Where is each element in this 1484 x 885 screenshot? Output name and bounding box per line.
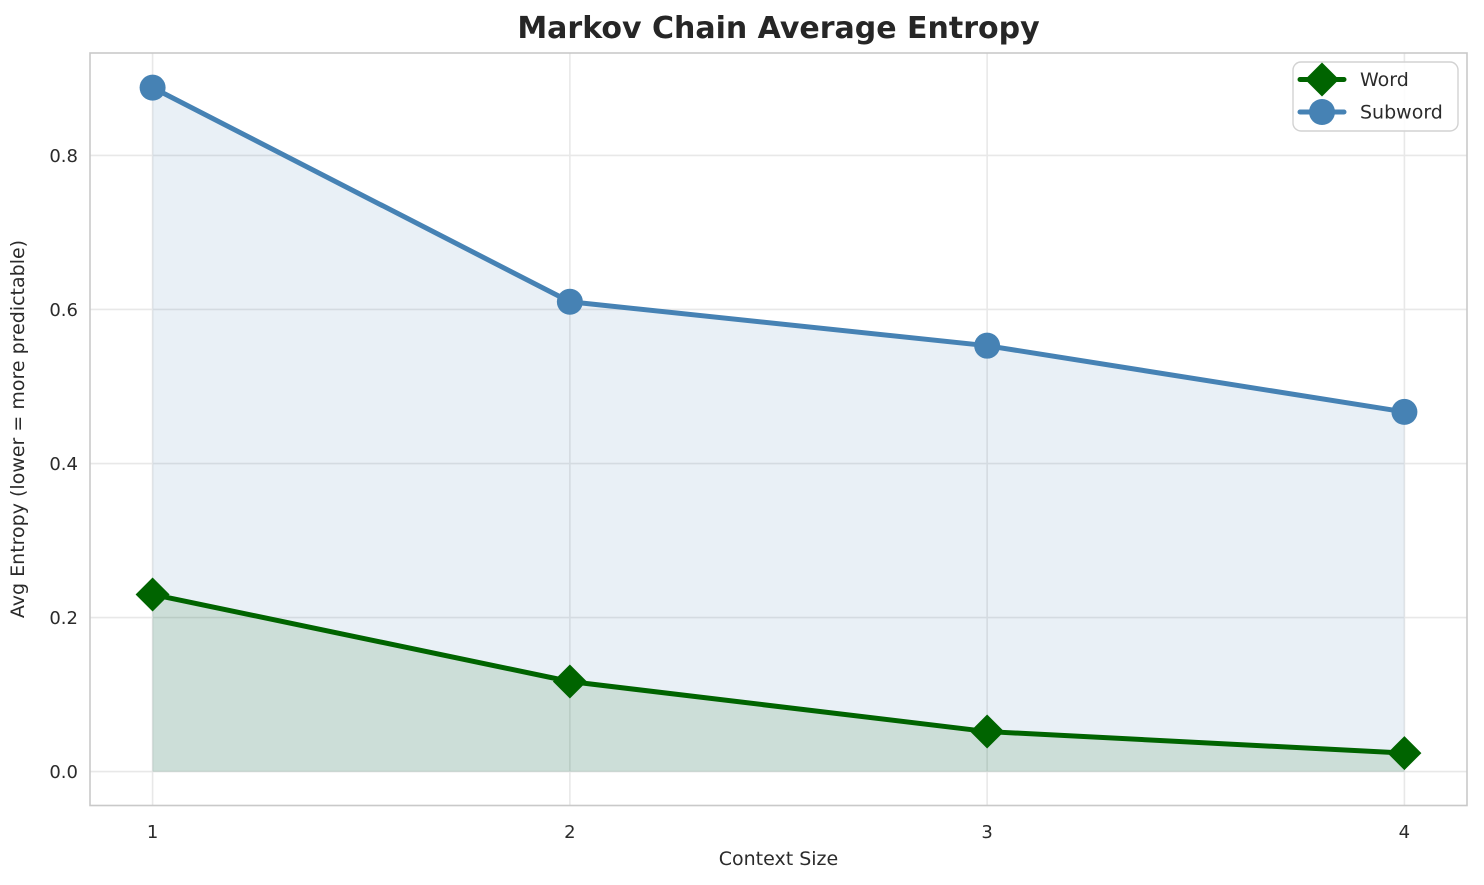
legend-label-subword: Subword — [1360, 102, 1443, 124]
y-tick-0.6: 0.6 — [49, 300, 78, 321]
y-tick-labels: 0.0 0.2 0.4 0.6 0.8 — [49, 146, 78, 783]
plot-border — [89, 52, 1468, 807]
x-tick-1: 1 — [147, 822, 158, 843]
legend-item-subword: Subword — [1297, 99, 1443, 125]
word-diamond-marker-icon — [1305, 62, 1339, 97]
series-markers-layer — [135, 74, 1422, 771]
subword-point-4 — [1391, 398, 1418, 425]
word-point-1 — [135, 577, 170, 612]
y-tick-0.8: 0.8 — [49, 146, 78, 167]
word-point-4 — [1387, 736, 1422, 771]
series-lines-layer — [150, 85, 1407, 756]
x-tick-2: 2 — [564, 822, 575, 843]
chart-title: Markov Chain Average Entropy — [517, 11, 1040, 46]
x-tick-4: 4 — [1399, 822, 1410, 843]
word-line — [150, 591, 1407, 756]
word-point-3 — [970, 714, 1005, 749]
y-tick-0.0: 0.0 — [49, 762, 78, 783]
word-area-fill — [152, 594, 1405, 772]
grid-layer — [90, 53, 1467, 806]
subword-point-3 — [974, 332, 1001, 359]
legend-label-word: Word — [1360, 69, 1409, 91]
x-tick-labels: 1 2 3 4 — [147, 822, 1410, 843]
legend: Word Subword — [1292, 61, 1459, 132]
y-tick-0.2: 0.2 — [49, 608, 78, 629]
area-fills-layer — [152, 87, 1405, 772]
word-point-2 — [552, 664, 587, 699]
legend-item-word: Word — [1297, 62, 1409, 97]
subword-line — [150, 85, 1407, 415]
y-tick-0.4: 0.4 — [49, 454, 78, 475]
subword-point-1 — [139, 74, 166, 101]
x-axis-label: Context Size — [719, 848, 838, 870]
subword-circle-marker-icon — [1309, 99, 1335, 125]
x-tick-3: 3 — [981, 822, 992, 843]
subword-area-fill — [152, 87, 1405, 772]
y-axis-label: Avg Entropy (lower = more predictable) — [7, 240, 29, 618]
subword-point-2 — [556, 288, 583, 315]
